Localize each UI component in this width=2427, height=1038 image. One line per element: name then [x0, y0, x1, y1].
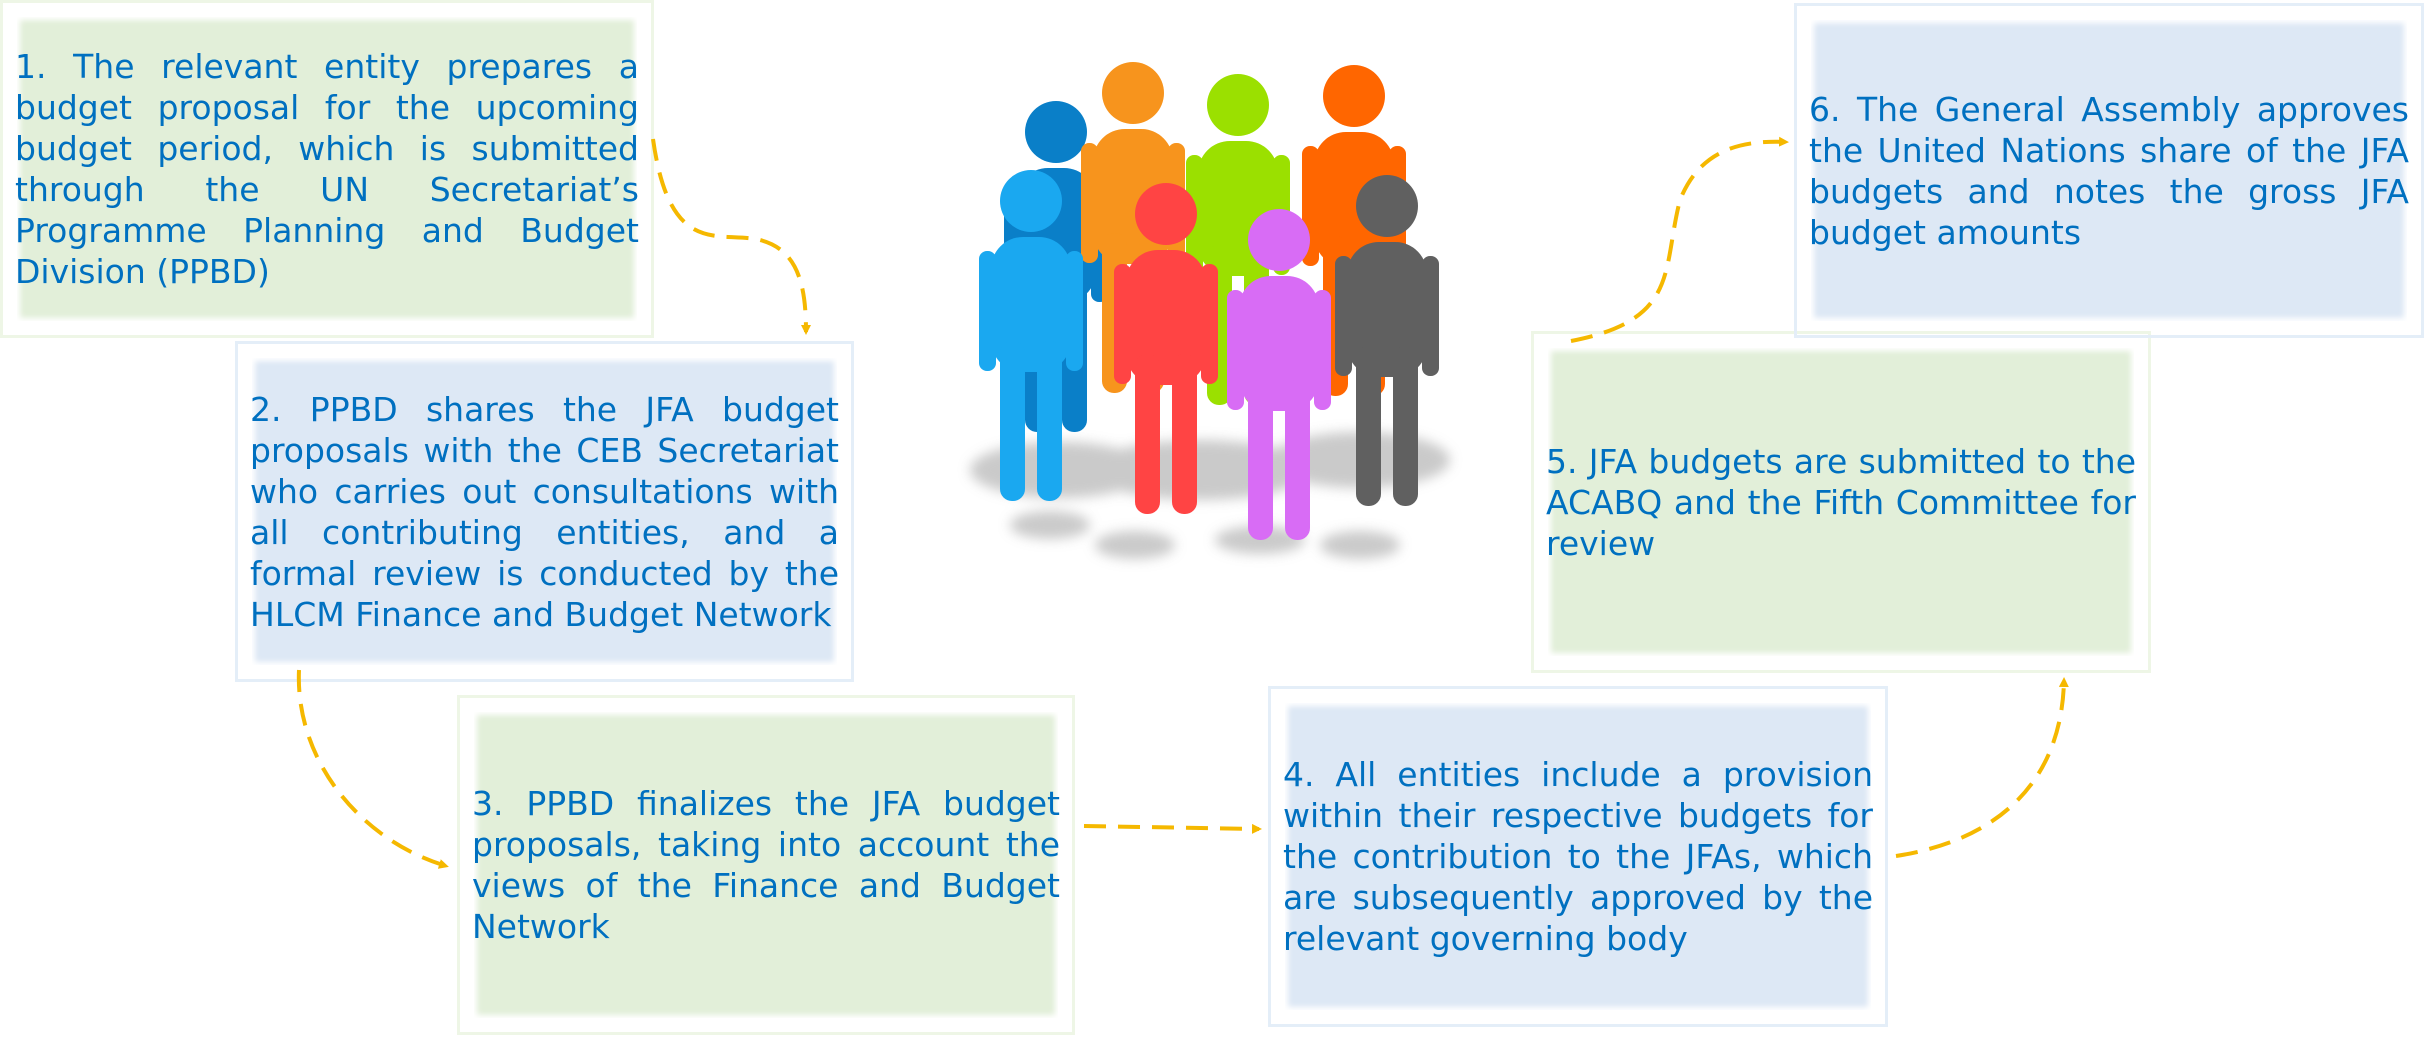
- arrow: [299, 670, 446, 866]
- arrows: [0, 0, 2427, 1038]
- arrow: [1571, 142, 1786, 341]
- arrow: [653, 139, 806, 332]
- arrow: [1896, 680, 2064, 856]
- arrow: [1084, 826, 1259, 829]
- page: {"steps": [ {"text": "1. The relevant en…: [0, 0, 2427, 1038]
